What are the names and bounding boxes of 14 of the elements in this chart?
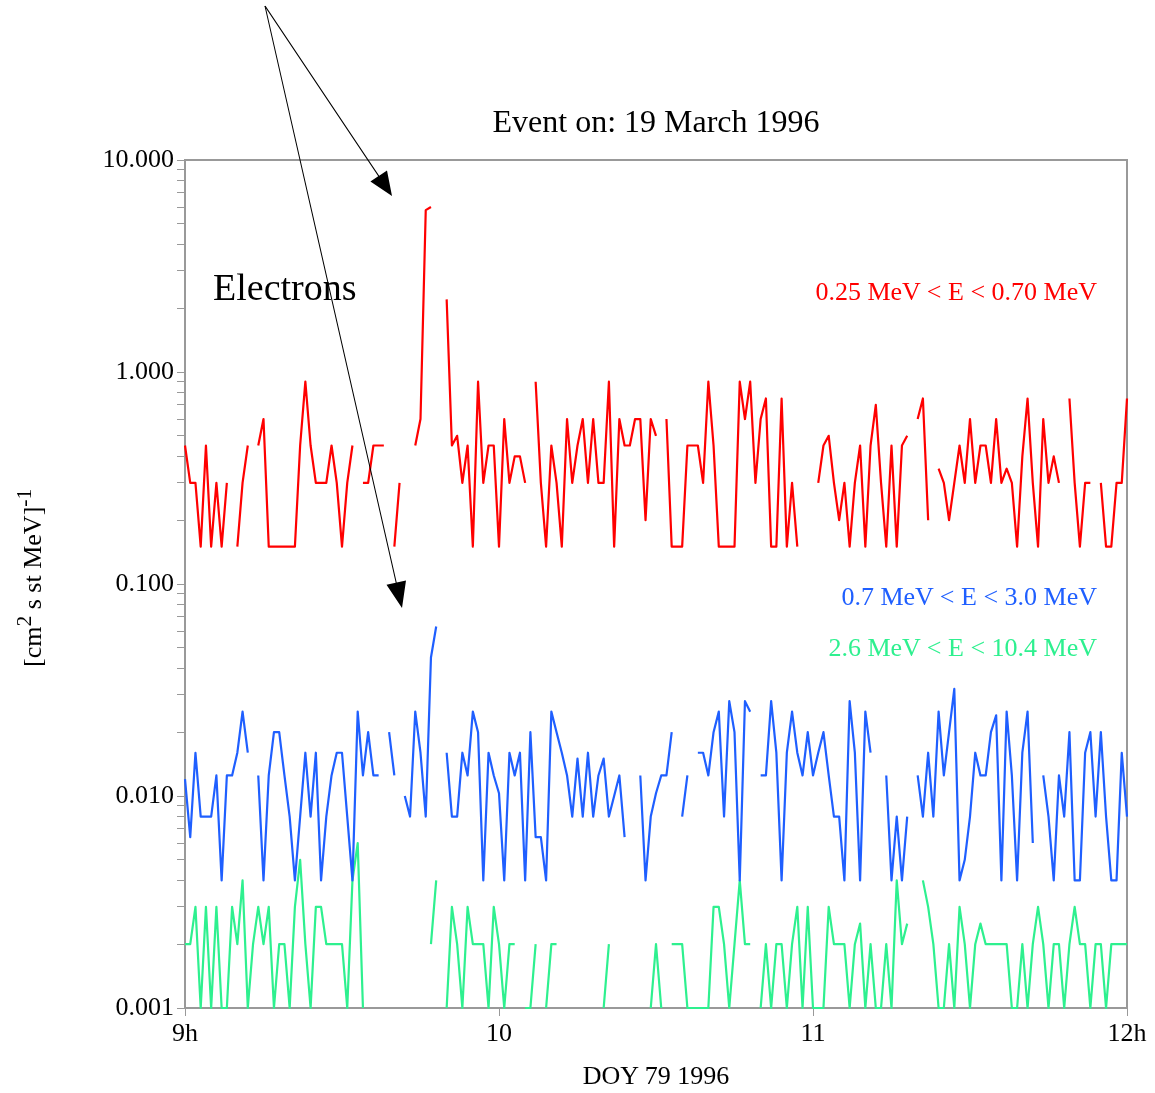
x-tick-label: 10 [486, 1018, 512, 1048]
text: 2.6 MeV < E < 10.4 MeV [828, 633, 1098, 663]
y-tick-label: 1.000 [115, 355, 174, 385]
y-tick-label: 0.100 [115, 567, 174, 597]
text: 0.25 MeV < E < 0.70 MeV [815, 276, 1098, 306]
x-tick-label: 12h [1107, 1018, 1147, 1048]
text: 0.7 MeV < E < 3.0 MeV [841, 582, 1098, 612]
x-tick-label: 11 [800, 1018, 826, 1048]
chart-title: Event on: 19 March 1996 [492, 103, 820, 139]
x-axis-title: DOY 79 1996 [582, 1061, 730, 1091]
x-tick-label: 9h [172, 1018, 198, 1048]
y-tick-label: 10.000 [102, 143, 174, 173]
y-tick-label: 0.001 [115, 991, 174, 1021]
y-tick-label: 0.010 [115, 779, 174, 809]
